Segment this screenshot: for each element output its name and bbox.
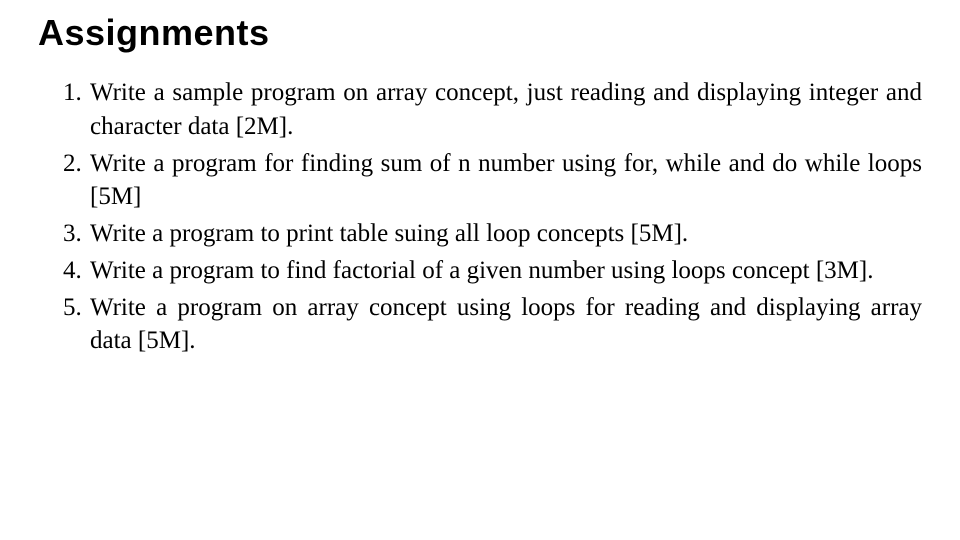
list-item: Write a program on array concept using l… <box>88 291 922 359</box>
list-item: Write a program to find factorial of a g… <box>88 254 922 288</box>
list-item: Write a program to print table suing all… <box>88 217 922 251</box>
list-item: Write a sample program on array concept,… <box>88 76 922 144</box>
page-title: Assignments <box>38 12 922 54</box>
list-item: Write a program for finding sum of n num… <box>88 147 922 215</box>
page: Assignments Write a sample program on ar… <box>0 0 960 358</box>
assignment-list: Write a sample program on array concept,… <box>38 76 922 358</box>
